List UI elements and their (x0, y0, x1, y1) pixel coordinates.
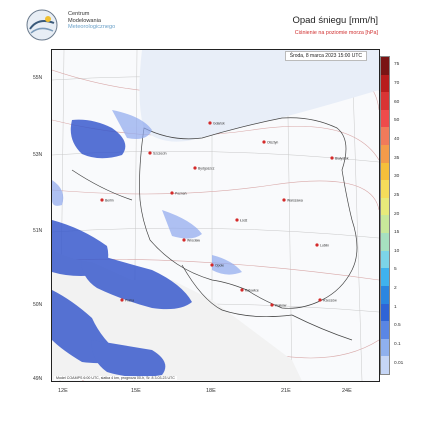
colorbar-legend (380, 56, 390, 375)
colorbar-label: 70 (394, 80, 400, 86)
lat-label: 50N (33, 302, 43, 308)
city-label: Lublin (320, 244, 329, 248)
colorbar-segment (381, 233, 389, 251)
colorbar-segment (381, 197, 389, 216)
city-labels: Gdańsk Olsztyn Szczecin Bydgoszcz Białystok P… (105, 122, 349, 308)
colorbar-label: 20 (394, 211, 400, 217)
city-label: Kraków (275, 304, 287, 308)
lon-label: 18E (206, 388, 216, 394)
colorbar-segment (381, 285, 389, 304)
map-subtitle: Ciśnienie na poziomie morza [hPa] (294, 30, 378, 36)
colorbar-segment (381, 321, 389, 339)
city-label: Berlin (105, 199, 114, 203)
colorbar-segment (381, 250, 389, 269)
colorbar-segment (381, 74, 389, 93)
icm-logo (26, 9, 58, 41)
colorbar-label: 50 (394, 118, 400, 124)
colorbar-segment (381, 92, 389, 110)
colorbar-label: 15 (394, 230, 400, 236)
lat-label: 53N (33, 152, 43, 158)
colorbar-segment (381, 109, 389, 128)
logo-text: Centrum Modelowania Meteorologicznego (68, 11, 115, 31)
lat-label: 55N (33, 75, 43, 81)
colorbar-segment (381, 338, 389, 357)
city-label: Opole (215, 264, 224, 268)
forecast-map: Gdańsk Olsztyn Szczecin Bydgoszcz Białystok P… (51, 49, 380, 382)
colorbar-label: 40 (394, 136, 400, 142)
city-label: Warszawa (287, 199, 303, 203)
colorbar-segment (381, 303, 389, 322)
city-label: Szczecin (153, 152, 167, 156)
model-info: Model COAMPS 6:00 UTC, siatka 4 km, prog… (54, 376, 177, 380)
city-label: Poznań (175, 192, 187, 196)
logo-emblem-icon (26, 9, 58, 41)
city-label: Katowice (245, 289, 259, 293)
colorbar-label: 25 (394, 192, 400, 198)
city-markers (100, 121, 334, 307)
colorbar-segment (381, 162, 389, 181)
colorbar-label: 0.5 (394, 323, 401, 329)
colorbar-segment (381, 215, 389, 234)
baltic-sea (139, 50, 379, 142)
colorbar-segment (381, 180, 389, 198)
colorbar-segment (381, 145, 389, 163)
lat-label: 51N (33, 228, 43, 234)
colorbar-segment (381, 127, 389, 146)
colorbar-label: 5 (394, 267, 397, 273)
lon-label: 21E (281, 388, 291, 394)
map-title: Opad śniegu [mm/h] (292, 15, 378, 26)
lat-label: 49N (33, 376, 43, 382)
colorbar-label: 2 (394, 286, 397, 292)
lon-label: 15E (131, 388, 141, 394)
city-label: Bydgoszcz (198, 167, 215, 171)
logo-line-2: Modelowania (68, 17, 101, 24)
map-canvas: Gdańsk Olsztyn Szczecin Bydgoszcz Białystok P… (52, 50, 379, 381)
snowfall-areas (52, 119, 192, 377)
lon-label: 12E (58, 388, 68, 394)
colorbar-label: 35 (394, 155, 400, 161)
colorbar-label: 1 (394, 304, 397, 310)
city-label: Rzeszów (323, 299, 337, 303)
colorbar-label: 75 (394, 62, 400, 68)
city-label: Białystok (335, 157, 349, 161)
city-label: Olsztyn (267, 141, 278, 145)
colorbar-segment (381, 57, 389, 75)
colorbar-label: 30 (394, 174, 400, 180)
colorbar-label: 0.1 (394, 342, 401, 348)
colorbar-label: 60 (394, 99, 400, 105)
light-snowfall-areas (52, 110, 242, 275)
city-label: Wrocław (187, 239, 200, 243)
logo-line-3: Meteorologicznego (68, 24, 116, 30)
header: Centrum Modelowania Meteorologicznego Op… (0, 0, 432, 42)
logo-line-1: Centrum (68, 11, 90, 17)
colorbar-segment (381, 356, 389, 374)
colorbar-segment (381, 268, 389, 286)
country-borders (71, 117, 358, 341)
forecast-date: Środa, 8 marca 2023 15:00 UTC (284, 51, 367, 61)
lon-label: 24E (342, 388, 352, 394)
city-label: Gdańsk (213, 122, 225, 126)
city-label: Łódź (240, 219, 248, 223)
city-label: Praha (125, 299, 134, 303)
colorbar-label: 0.01 (394, 360, 404, 366)
colorbar-label: 10 (394, 248, 400, 254)
